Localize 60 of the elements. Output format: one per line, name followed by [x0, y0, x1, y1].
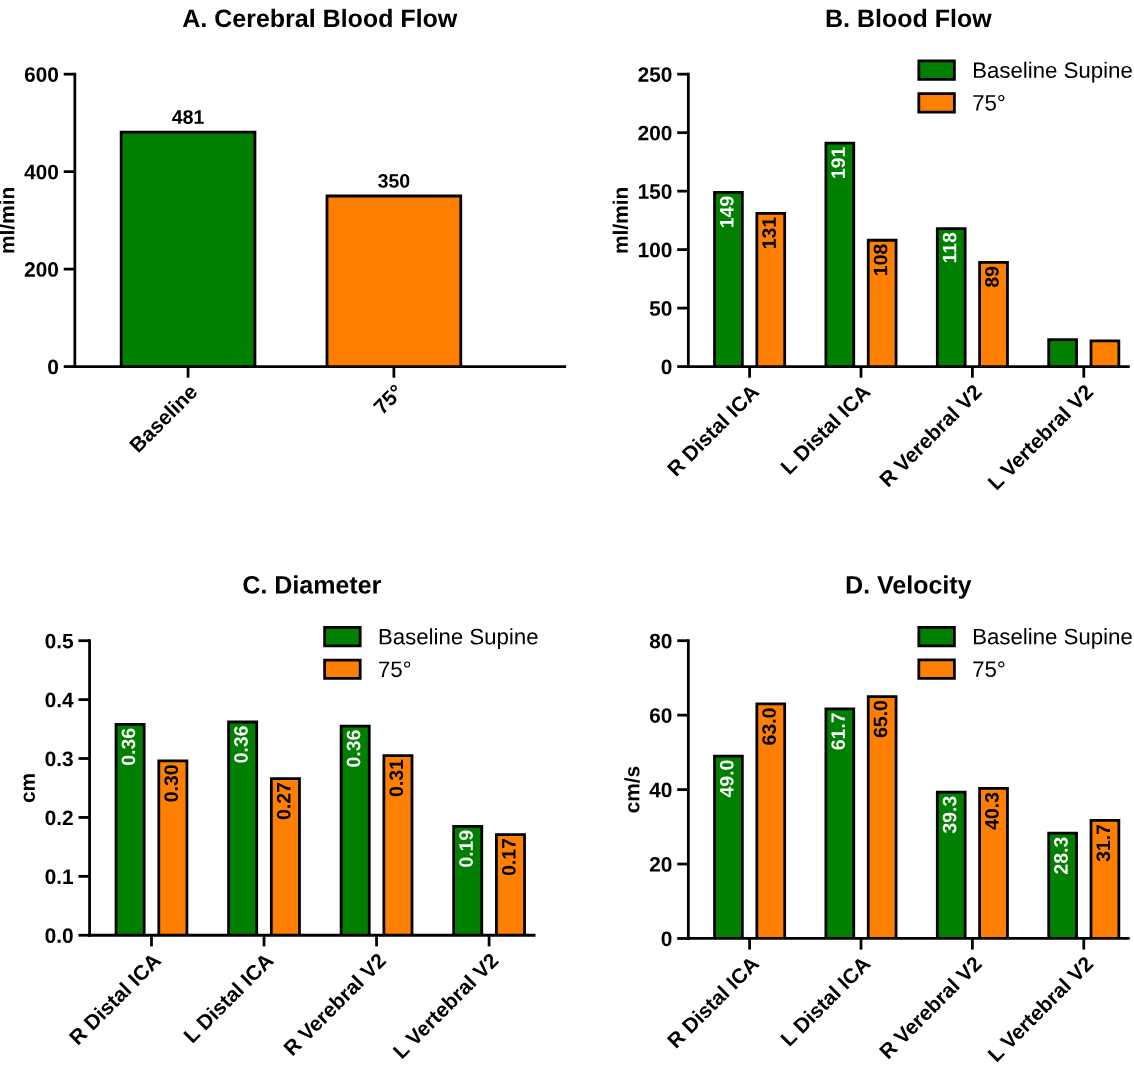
y-tick-label: 0.5 — [45, 633, 74, 649]
data-label: 131 — [762, 217, 777, 249]
chart-title: A. Cerebral Blood Flow — [182, 8, 458, 28]
data-label: 350 — [378, 174, 410, 188]
data-label: 0.17 — [501, 838, 516, 876]
y-tick-label: 60 — [649, 708, 672, 723]
data-label: 49.0 — [719, 760, 734, 798]
y-tick-label: 80 — [649, 633, 672, 649]
data-label: 108 — [873, 244, 888, 275]
legend-label: Baseline Supine — [379, 628, 538, 649]
y-tick-label: 0 — [661, 931, 672, 947]
x-tick-label: 75° — [372, 383, 405, 416]
y-axis-title: cm — [23, 774, 35, 803]
data-label: 28.3 — [1054, 837, 1068, 874]
legend-label: 75° — [379, 661, 411, 678]
y-tick-label: 0.0 — [45, 928, 73, 943]
data-label: 149 — [719, 196, 734, 228]
y-tick-label: 200 — [24, 262, 59, 277]
chart-title: D. Velocity — [846, 575, 972, 599]
data-label: 40.3 — [985, 792, 999, 830]
y-tick-label: 150 — [638, 184, 672, 199]
data-label: 0.30 — [164, 765, 179, 802]
legend-label: 75° — [973, 661, 1005, 678]
legend-label: 75° — [973, 94, 1005, 111]
data-label: 65.0 — [873, 700, 888, 738]
y-tick-label: 400 — [24, 164, 59, 180]
y-tick-label: 600 — [24, 67, 59, 82]
y-axis-title: ml/min — [612, 188, 629, 253]
y-tick-label: 0.2 — [45, 810, 73, 826]
data-label: 191 — [831, 147, 846, 178]
legend-label: Baseline Supine — [973, 628, 1132, 649]
data-label: 118 — [942, 232, 957, 263]
chart-title: B. Blood Flow — [826, 8, 992, 28]
data-label: 0.19 — [459, 830, 473, 867]
y-tick-label: 100 — [638, 242, 672, 258]
y-tick-label: 0 — [661, 359, 672, 375]
data-label: 31.7 — [1096, 824, 1111, 862]
data-label: 481 — [172, 110, 204, 124]
y-tick-label: 200 — [638, 125, 672, 141]
y-tick-label: 0.3 — [45, 751, 73, 767]
data-label: 63.0 — [762, 708, 777, 745]
y-tick-label: 0.4 — [45, 692, 74, 708]
data-label: 0.31 — [389, 759, 404, 797]
data-label: 0.27 — [276, 782, 291, 820]
y-tick-label: 250 — [638, 67, 672, 82]
data-label: 0.36 — [234, 726, 248, 763]
y-tick-label: 50 — [649, 301, 672, 316]
data-label: 0.36 — [346, 730, 361, 767]
y-tick-label: 20 — [649, 857, 672, 872]
data-label: 0.36 — [121, 728, 136, 765]
legend-label: Baseline Supine — [973, 61, 1132, 83]
y-axis-title: ml/min — [0, 188, 15, 253]
chart-title: C. Diameter — [243, 575, 381, 594]
data-label: 89 — [985, 266, 999, 287]
data-label: 61.7 — [831, 713, 846, 750]
data-label: 39.3 — [942, 796, 957, 834]
y-tick-label: 0.1 — [45, 869, 74, 885]
y-tick-label: 0 — [48, 359, 59, 375]
y-tick-label: 40 — [649, 782, 672, 798]
y-axis-title: cm/s — [624, 766, 640, 813]
